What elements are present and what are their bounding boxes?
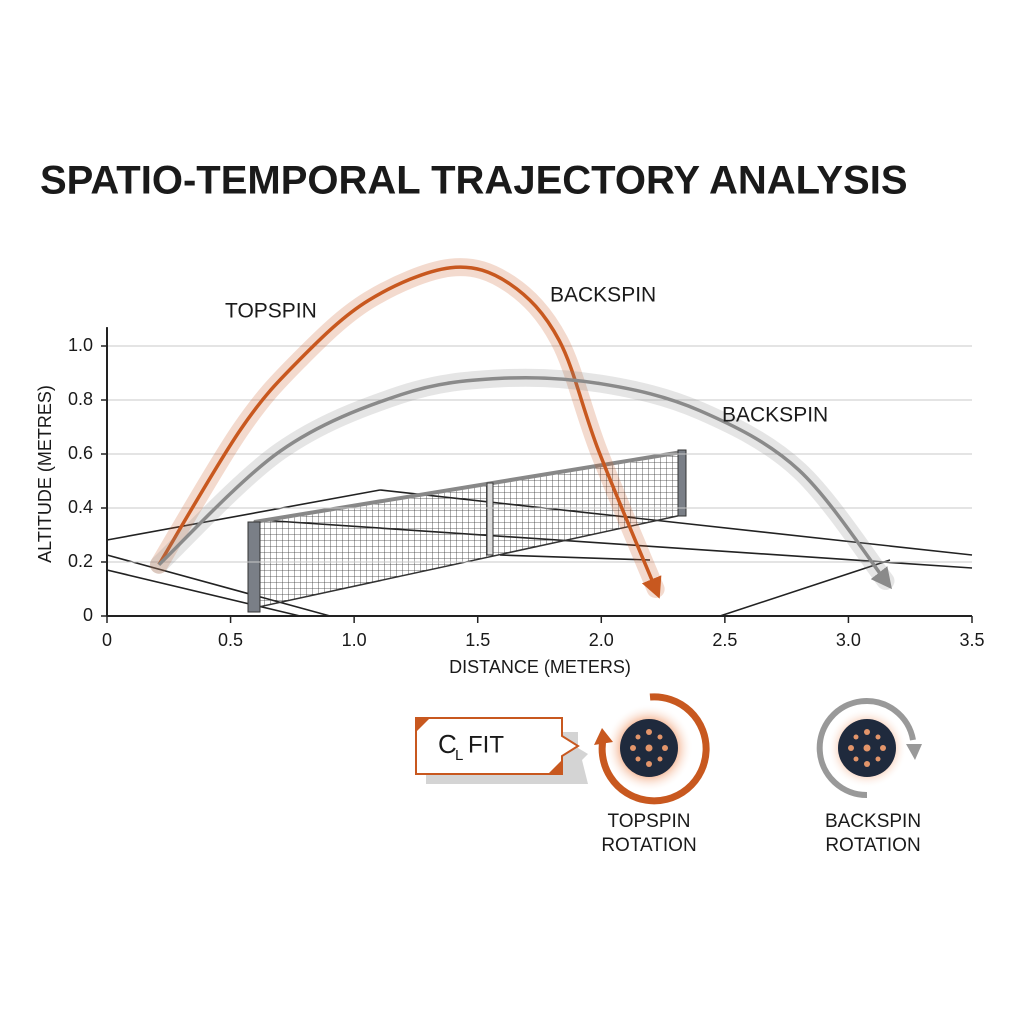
series-label: BACKSPIN	[722, 404, 828, 427]
y-tick-label: 0.4	[68, 497, 93, 517]
x-tick-label: 1.5	[465, 630, 490, 650]
y-tick-label: 1.0	[68, 335, 93, 355]
chart-title: SPATIO-TEMPORAL TRAJECTORY ANALYSIS	[40, 159, 908, 203]
y-tick-label: 0.8	[68, 389, 93, 409]
rotation-label: TOPSPIN	[607, 811, 690, 832]
annotation: BACKSPIN	[550, 284, 656, 307]
y-tick-label: 0.2	[68, 551, 93, 571]
callout-subscript: L	[455, 747, 463, 764]
series-label: TOPSPIN	[225, 300, 317, 323]
callout-symbol: C	[438, 729, 457, 759]
net	[247, 449, 687, 613]
topspin-icon	[594, 693, 710, 805]
x-tick-label: 2.0	[589, 630, 614, 650]
y-tick-label: 0	[83, 605, 93, 625]
x-tick-label: 0	[102, 630, 112, 650]
x-axis-label: DISTANCE (METERS)	[449, 657, 631, 677]
trajectory	[157, 265, 662, 599]
callout-text: FIT	[468, 731, 504, 758]
rotation-label: ROTATION	[825, 835, 920, 856]
x-tick-label: 1.0	[342, 630, 367, 650]
trajectory	[157, 375, 892, 590]
rotation-label: ROTATION	[601, 835, 696, 856]
backspin-icon	[816, 698, 922, 799]
rotation-label: BACKSPIN	[825, 811, 921, 832]
x-tick-label: 3.0	[836, 630, 861, 650]
y-tick-label: 0.6	[68, 443, 93, 463]
x-tick-label: 0.5	[218, 630, 243, 650]
x-tick-label: 2.5	[712, 630, 737, 650]
callout: C L FIT	[415, 717, 588, 784]
y-axis-label: ALTITUDE (METRES)	[35, 385, 55, 563]
x-tick-label: 3.5	[959, 630, 984, 650]
